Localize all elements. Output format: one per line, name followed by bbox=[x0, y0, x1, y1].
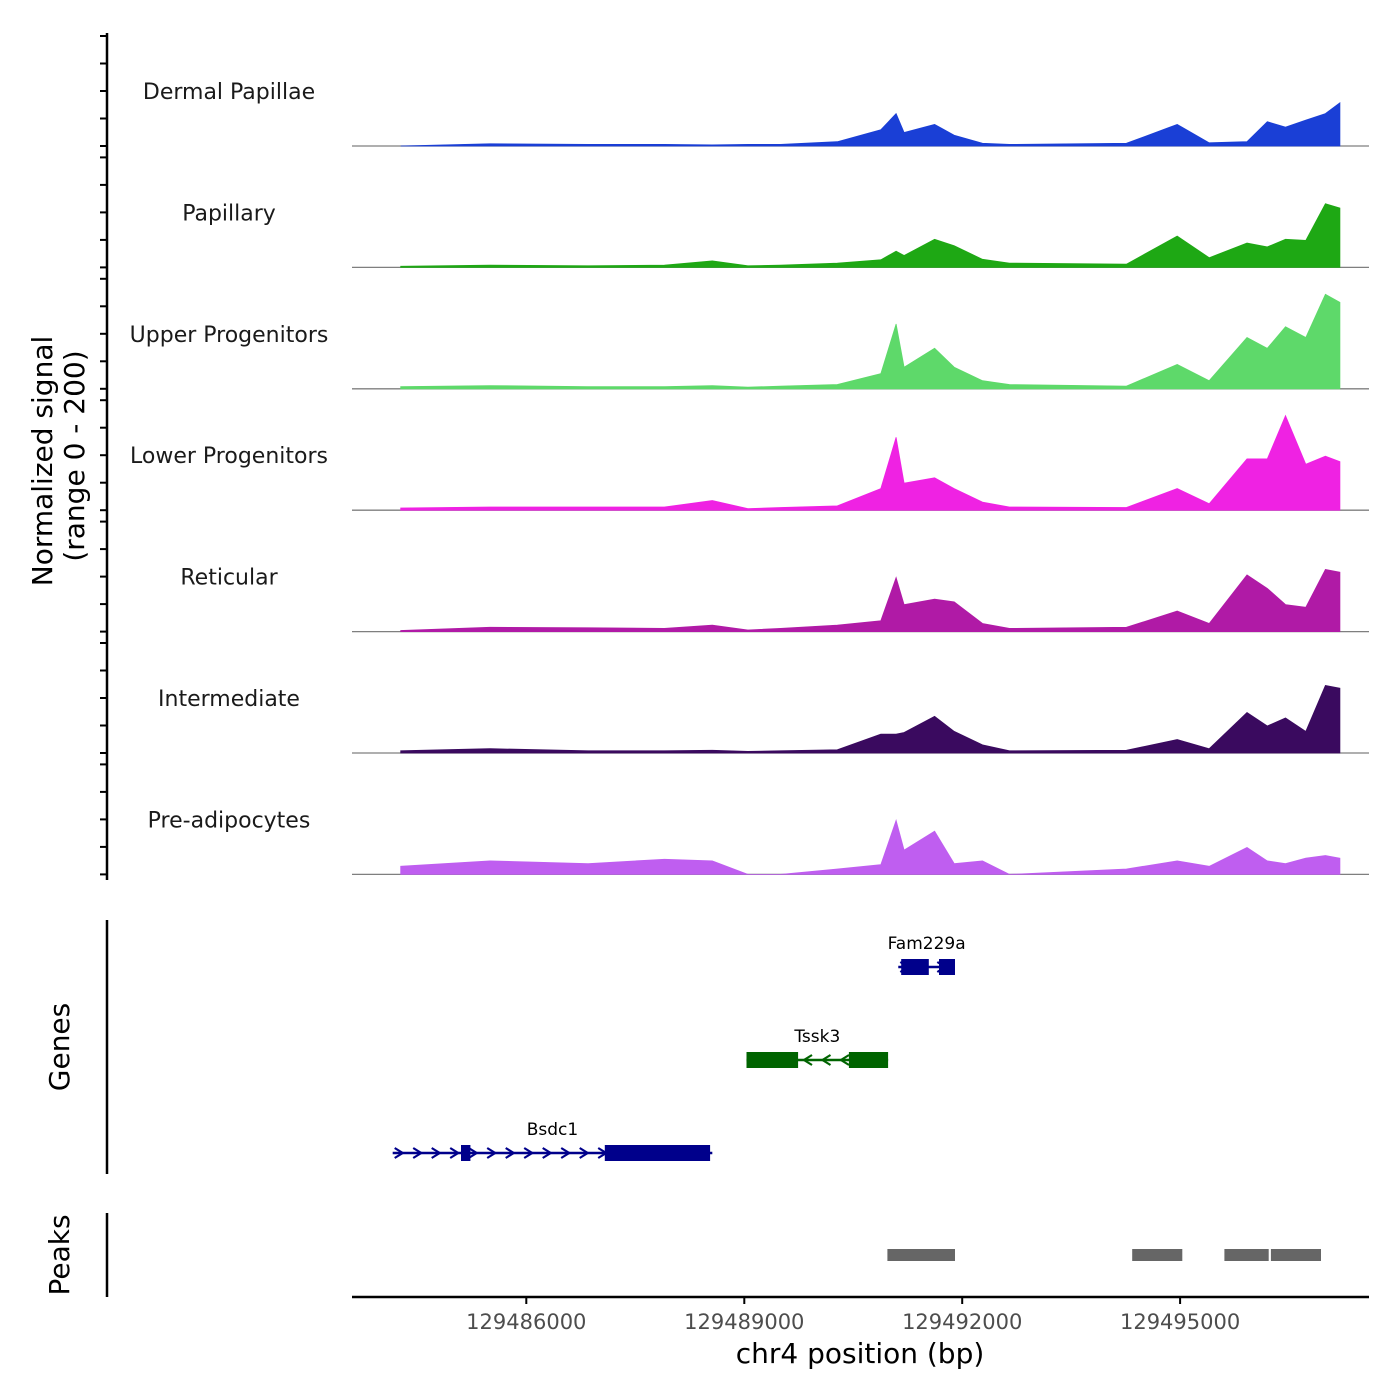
signal-tracks: Dermal Papillae Papillary Upper Progenitor… bbox=[130, 80, 1369, 876]
track-label: Intermediate bbox=[158, 687, 300, 712]
peak-regions bbox=[887, 1249, 1321, 1261]
track-intermediate: Intermediate bbox=[158, 685, 1369, 754]
strand-arrow-icon bbox=[579, 1147, 590, 1159]
genes-y-axis-title: Genes bbox=[43, 1003, 76, 1091]
peak-bar bbox=[887, 1249, 955, 1261]
track-label: Papillary bbox=[182, 201, 276, 226]
track-label: Reticular bbox=[180, 566, 278, 591]
track-label: Lower Progenitors bbox=[130, 444, 328, 469]
signal-y-axis bbox=[100, 33, 109, 880]
strand-arrow-icon bbox=[542, 1147, 553, 1159]
peak-bar bbox=[1270, 1249, 1321, 1261]
gene-fam229a: Fam229a bbox=[888, 934, 966, 975]
strand-arrow-icon bbox=[394, 1147, 405, 1159]
x-tick-label: 129486000 bbox=[466, 1310, 586, 1334]
track-label: Dermal Papillae bbox=[143, 80, 315, 105]
gene-label: Bsdc1 bbox=[527, 1120, 578, 1140]
gene-exon bbox=[939, 959, 955, 975]
signal-y-axis-title-line2: (range 0 - 200) bbox=[58, 350, 91, 561]
signal-area bbox=[400, 569, 1341, 632]
peak-bar bbox=[1132, 1249, 1183, 1261]
track-lower-progenitors: Lower Progenitors bbox=[130, 414, 1369, 511]
signal-area bbox=[400, 685, 1341, 754]
strand-arrow-icon bbox=[820, 1054, 832, 1066]
signal-area bbox=[400, 293, 1341, 390]
x-tick-label: 129489000 bbox=[684, 1310, 804, 1334]
signal-area bbox=[400, 102, 1341, 147]
strand-arrow-icon bbox=[560, 1147, 572, 1159]
gene-label: Tssk3 bbox=[793, 1027, 840, 1047]
strand-arrow-icon bbox=[412, 1147, 424, 1159]
x-tick-label: 129495000 bbox=[1120, 1310, 1240, 1334]
track-upper-progenitors: Upper Progenitors bbox=[130, 293, 1369, 390]
signal-area bbox=[400, 819, 1341, 875]
track-reticular: Reticular bbox=[180, 566, 1369, 633]
strand-arrow-icon bbox=[486, 1147, 498, 1159]
strand-arrow-icon bbox=[505, 1147, 516, 1159]
strand-arrow-icon bbox=[431, 1147, 442, 1159]
gene-annotations: Fam229a Tssk3 Bsdc1 bbox=[392, 934, 966, 1161]
gene-exon bbox=[901, 959, 929, 975]
x-tick-label: 129492000 bbox=[902, 1310, 1022, 1334]
gene-bsdc1: Bsdc1 bbox=[392, 1120, 713, 1161]
signal-area bbox=[400, 203, 1341, 268]
x-axis-ticks: 129486000 129489000 129492000 129495000 bbox=[466, 1297, 1240, 1334]
peak-bar bbox=[1224, 1249, 1269, 1261]
gene-exon bbox=[461, 1145, 471, 1161]
strand-arrow-icon bbox=[838, 1054, 850, 1066]
gene-exon bbox=[746, 1052, 799, 1068]
track-label: Upper Progenitors bbox=[130, 323, 329, 348]
strand-arrow-icon bbox=[449, 1147, 461, 1159]
x-axis-title: chr4 position (bp) bbox=[736, 1337, 985, 1370]
strand-arrow-icon bbox=[523, 1147, 535, 1159]
peaks-y-axis-title: Peaks bbox=[43, 1214, 76, 1295]
gene-tssk3: Tssk3 bbox=[746, 1027, 889, 1068]
track-dermal-papillae: Dermal Papillae bbox=[143, 80, 1369, 147]
gene-label: Fam229a bbox=[888, 934, 966, 954]
strand-arrow-icon bbox=[801, 1054, 813, 1066]
strand-arrow-icon bbox=[468, 1147, 479, 1159]
track-label: Pre-adipocytes bbox=[148, 808, 311, 833]
signal-area bbox=[400, 414, 1341, 511]
gene-exon bbox=[604, 1145, 711, 1161]
track-pre-adipocytes: Pre-adipocytes bbox=[148, 808, 1369, 876]
track-papillary: Papillary bbox=[182, 201, 1369, 269]
signal-y-axis-title-line1: Normalized signal bbox=[26, 336, 59, 587]
gene-exon bbox=[848, 1052, 889, 1068]
